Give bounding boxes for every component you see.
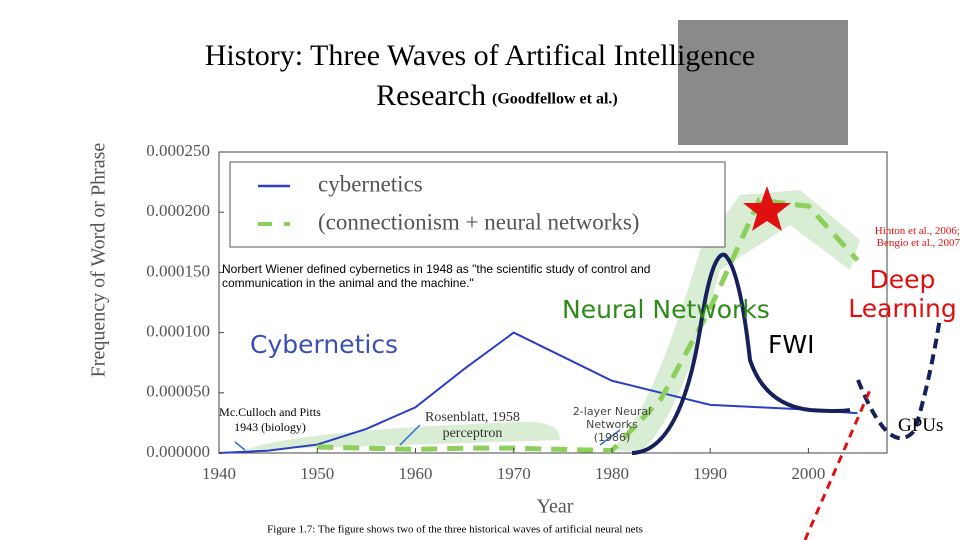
x-axis-label: Year xyxy=(537,496,574,518)
legend-label: (connectionism + neural networks) xyxy=(318,209,639,234)
annotation: Norbert Wiener defined cybernetics in 19… xyxy=(222,262,651,290)
series-line xyxy=(218,331,858,454)
y-tick-label: 0.000200 xyxy=(146,201,210,220)
plot-frame xyxy=(218,151,888,454)
y-tick-label: 0.000250 xyxy=(146,141,210,160)
annotation: Cybernetics xyxy=(250,330,399,359)
deep-learning-curve xyxy=(856,317,942,441)
x-tick-label: 2000 xyxy=(791,464,825,483)
annotation: Hinton et al., 2006; Bengio et al., 2007 xyxy=(874,225,960,249)
annotation: Mc.Culloch and Pitts 1943 (biology) xyxy=(219,405,321,434)
legend-label: cybernetics xyxy=(318,171,423,196)
photo xyxy=(678,20,848,145)
title: Research xyxy=(376,79,486,112)
y-tick-label: 0.000000 xyxy=(146,442,210,461)
subtitle: (Goodfellow et al.) xyxy=(492,91,618,108)
annotation: Neural Networks xyxy=(562,295,770,324)
x-tick-label: 1950 xyxy=(300,464,334,483)
annotation: 2-layer Neural Networks (1986) xyxy=(572,405,652,444)
annotation: FWI xyxy=(768,330,815,359)
x-tick-label: 1970 xyxy=(497,464,531,483)
title: History: Three Waves of Artifical Intell… xyxy=(205,39,755,72)
caption: Figure 1.7: The figure shows two of the … xyxy=(267,524,643,536)
annotation: Deep Learning xyxy=(848,265,957,323)
legend-box xyxy=(229,161,726,248)
y-tick-label: 0.000150 xyxy=(146,261,210,280)
x-tick-label: 1940 xyxy=(202,464,236,483)
shading xyxy=(610,190,860,452)
annotation: GPUs xyxy=(898,415,944,436)
series-line xyxy=(317,197,860,454)
star xyxy=(743,186,791,231)
annotation: Rosenblatt, 1958 perceptron xyxy=(425,410,520,441)
y-axis-label: Frequency of Word or Phrase xyxy=(88,143,110,378)
x-tick-label: 1980 xyxy=(595,464,629,483)
pointer xyxy=(234,424,621,451)
x-tick-label: 1960 xyxy=(398,464,432,483)
x-tick-label: 1990 xyxy=(693,464,727,483)
fwi-curve xyxy=(631,252,851,455)
y-tick-label: 0.000100 xyxy=(146,322,210,341)
y-tick-label: 0.000050 xyxy=(146,382,210,401)
